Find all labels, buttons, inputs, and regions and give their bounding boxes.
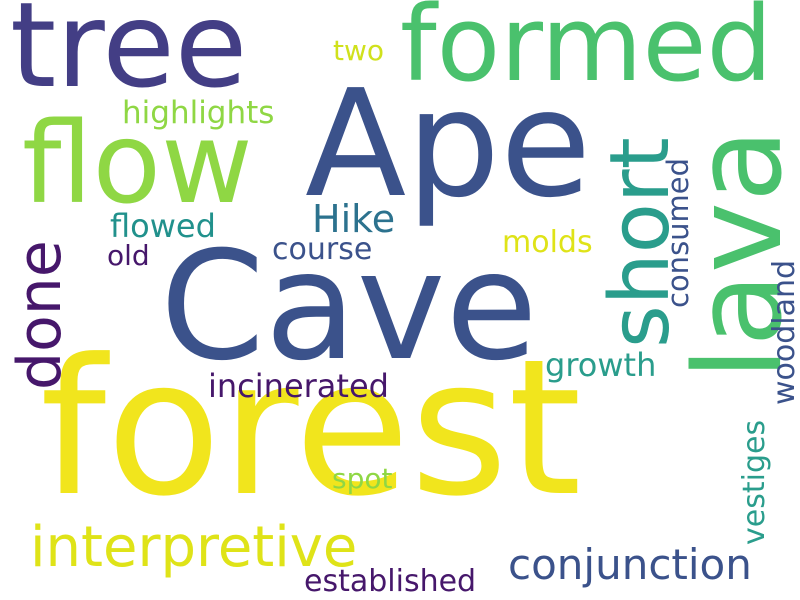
word-ape: Ape (305, 58, 592, 230)
word-established: established (304, 564, 477, 599)
word-vestiges: vestiges (737, 419, 772, 545)
word-interpretive: interpretive (30, 515, 358, 580)
word-tree: tree (10, 0, 248, 114)
word-forest: forest (40, 319, 582, 538)
word-growth: growth (545, 346, 657, 384)
word-highlights: highlights (122, 95, 275, 131)
word-conjunction: conjunction (508, 540, 752, 589)
word-spot: spot (332, 462, 393, 495)
word-course: course (272, 232, 373, 267)
word-cave: Cave (160, 220, 538, 394)
word-flow: flow (22, 99, 253, 229)
word-formed: formed (400, 0, 773, 105)
word-molds: molds (502, 225, 593, 260)
word-two: two (333, 34, 385, 67)
word-consumed: consumed (661, 157, 695, 308)
word-flowed: flowed (110, 207, 216, 245)
word-woodland: woodland (767, 259, 800, 405)
word-done: done (5, 240, 75, 390)
word-incinerated: incinerated (208, 367, 389, 405)
word-old: old (107, 239, 150, 272)
word-hike: Hike (312, 197, 396, 241)
